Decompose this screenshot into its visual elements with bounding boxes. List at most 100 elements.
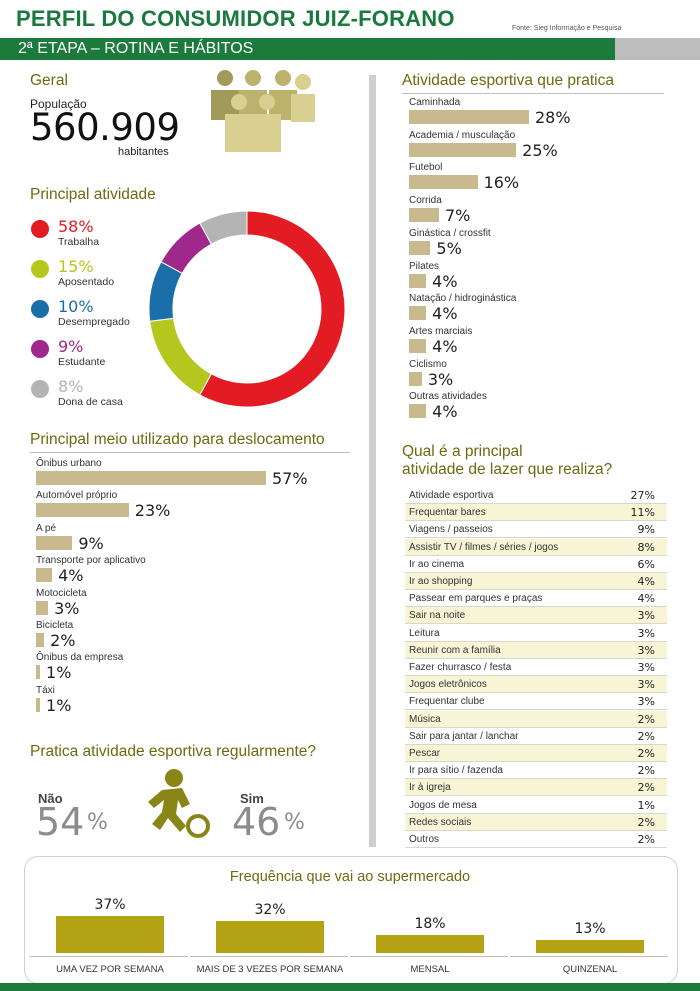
bar [409,142,517,157]
bar [409,404,427,419]
footer-band [0,983,700,991]
table-row: Ir à igreja 2% [405,779,667,797]
bar [36,568,53,583]
bar [376,935,484,953]
bar-label: Corrida [409,195,442,207]
table-row: Ir ao cinema 6% [405,556,667,573]
table-row: Assistir TV / filmes / séries / jogos 8% [405,538,667,556]
table-row: Ir para sítio / fazenda 2% [405,762,667,780]
legend-label: Desempregado [58,316,130,328]
bar-value: 13% [574,921,606,937]
row-value: 3% [637,609,655,623]
bar [36,697,41,712]
bar-value: 4% [432,336,458,356]
source-note: Fonte: Sieg Informação e Pesquisa [512,25,622,32]
row-label: Fazer churrasco / festa [409,662,512,673]
row-value: 3% [637,661,655,674]
row-value: 2% [637,729,655,743]
sim-label: Sim [240,791,264,806]
bar [36,600,49,615]
table-row: Reunir com a família 3% [405,641,667,659]
bar [36,665,41,680]
nao-percent-sign: % [87,810,108,835]
bar-label: Ônibus urbano [36,458,102,469]
row-value: 3% [637,678,655,692]
row-value: 2% [637,764,655,778]
legend-label: Estudante [58,356,106,368]
bar-label: Táxi [36,684,55,696]
axis-line [510,956,668,957]
legend-dot [31,220,49,238]
row-label: Atividade esportiva [409,490,494,501]
bar-value: 5% [436,238,462,258]
row-label: Jogos de mesa [409,799,477,811]
bar-value: 3% [54,598,80,618]
row-label: Sair na noite [409,610,466,622]
deslocamento-rule [30,452,350,453]
bar-value: 9% [78,533,104,553]
subtitle-band [0,38,615,60]
bar-label: UMA VEZ POR SEMANA [56,964,164,975]
row-value: 2% [637,781,655,795]
row-label: Reunir com a família [409,644,501,656]
bar [409,110,529,124]
sim-value: 46 [232,800,281,844]
row-value: 3% [637,695,655,709]
axis-line [190,956,348,957]
bar-label: Ciclismo [409,358,447,370]
row-label: Ir ao shopping [409,576,473,587]
table-row: Redes sociais 2% [405,813,667,831]
row-label: Frequentar bares [409,507,486,519]
soccer-player-icon [148,769,210,838]
legend-pct: 15% [58,257,94,276]
table-row: Pescar 2% [405,745,667,762]
table-row: Frequentar bares 11% [405,504,667,522]
bar [409,208,439,223]
row-value: 3% [637,643,655,657]
row-label: Música [409,713,441,725]
legend-pct: 8% [58,377,84,396]
bar [56,916,164,953]
nao-label: Não [38,791,63,806]
deslocamento-title: Principal meio utilizado para deslocamen… [30,431,325,448]
row-value: 3% [637,626,655,640]
page-title: PERFIL DO CONSUMIDOR JUIZ-FORANO [16,6,455,31]
bar-label: Pilates [409,260,440,272]
geral-title: Geral [30,72,68,89]
row-label: Ir ao cinema [409,558,465,570]
donut-slice [199,210,346,408]
row-label: Frequentar clube [409,696,485,708]
bar [409,338,427,353]
bar-label: A pé [36,522,57,534]
table-row: Outros 2% [405,831,667,848]
column-divider [369,75,376,847]
bar-value: 3% [427,369,454,389]
table-row: Frequentar clube 3% [405,693,667,711]
table-row: Sair para jantar / lanchar 2% [405,728,667,745]
bar-value: 37% [94,897,126,913]
legend-dot [31,340,49,358]
bar [36,471,266,485]
bar-label: Ônibus da empresa [36,652,124,664]
legend-label: Trabalha [58,236,100,248]
bar-label: Transporte por aplicativo [36,555,146,567]
legend-pct: 9% [58,337,84,356]
row-label: Ir para sítio / fazenda [409,765,503,777]
bar-label: Outras atividades [409,391,487,403]
page-subtitle: 2ª ETAPA – ROTINA E HÁBITOS [18,40,254,57]
bar-value: 1% [46,663,72,683]
bar [409,175,478,190]
row-value: 9% [637,523,655,537]
bar [409,306,427,321]
row-value: 2% [637,815,655,829]
row-value: 11% [630,506,655,520]
population-unit: habitantes [118,146,169,158]
table-row: Jogos eletrônicos 3% [405,676,667,694]
legend-label: Dona de casa [58,396,123,408]
bar-label: MAIS DE 3 VEZES POR SEMANA [196,964,344,975]
table-row: Jogos de mesa 1% [405,797,667,814]
esportiva-rule [402,93,664,94]
row-label: Jogos eletrônicos [409,679,487,691]
row-value: 4% [637,575,655,588]
row-value: 4% [637,592,655,606]
